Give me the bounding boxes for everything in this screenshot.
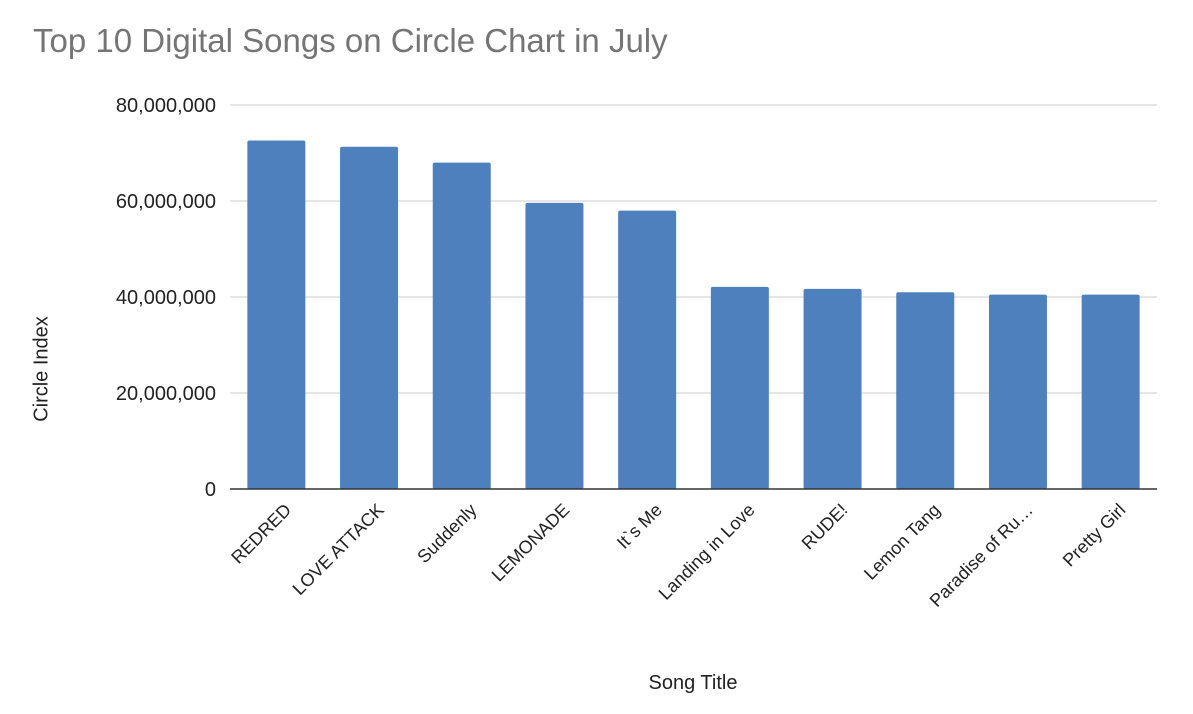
y-tick-label: 80,000,000 [116,95,216,117]
x-tick-label: It`s Me [613,500,666,553]
bar [710,286,769,489]
x-tick-label: Landing in Love [655,500,759,604]
y-tick-label: 20,000,000 [116,383,216,405]
y-tick-label: 0 [205,479,216,501]
x-axis-title: Song Title [648,672,738,694]
y-tick-label: 40,000,000 [116,287,216,309]
x-tick-label: REDRED [227,500,295,568]
bar [988,294,1047,489]
bar [432,162,491,489]
bar [618,210,677,489]
bar [803,288,862,489]
bar [340,146,399,489]
x-tick-label: Lemon Tang [860,500,944,584]
y-tick-label: 60,000,000 [116,191,216,213]
bar [247,140,306,489]
x-tick-label: Pretty Girl [1059,500,1130,571]
x-tick-label: LOVE ATTACK [289,500,388,599]
bar [896,292,955,489]
x-tick-label: Paradise of Ru… [926,500,1037,611]
x-tick-label: RUDE! [798,500,852,554]
x-tick-label: LEMONADE [488,500,574,586]
x-tick-label: Suddenly [413,500,480,567]
bar [525,202,584,490]
bar [1081,294,1140,489]
chart-title: Top 10 Digital Songs on Circle Chart in … [33,22,668,59]
